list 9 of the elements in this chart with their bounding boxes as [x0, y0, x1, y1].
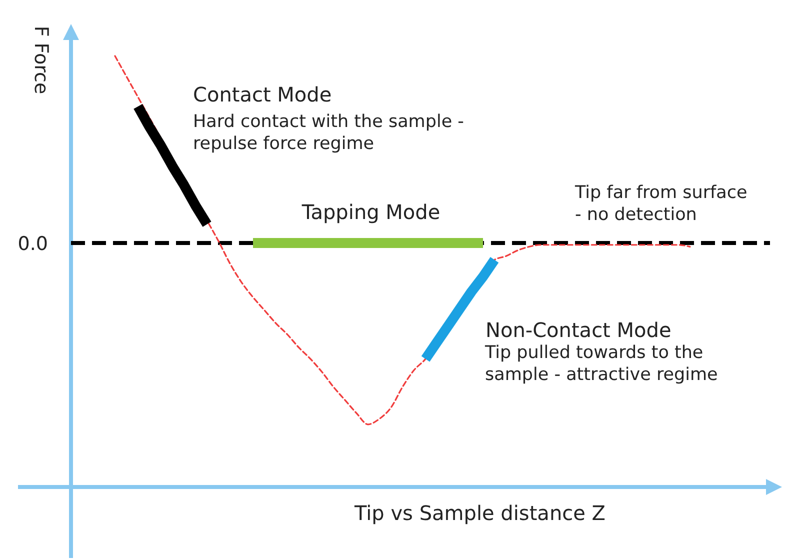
annotation: Hard contact with the sample - repulse force regime: [193, 112, 464, 154]
text: Contact Mode: [193, 82, 332, 106]
x-axis-title: Tip vs Sample distance Z: [354, 501, 606, 525]
series-label: Non-Contact Mode: [486, 318, 672, 342]
ref-line-label: 0.0: [18, 233, 48, 255]
series-label: Tapping Mode: [300, 200, 440, 224]
annotation: Tip pulled towards to the sample - attractive regime: [484, 343, 718, 385]
y-axis-title: F Force: [30, 26, 52, 94]
annotation: Tip far from surface - no detection: [574, 183, 748, 225]
